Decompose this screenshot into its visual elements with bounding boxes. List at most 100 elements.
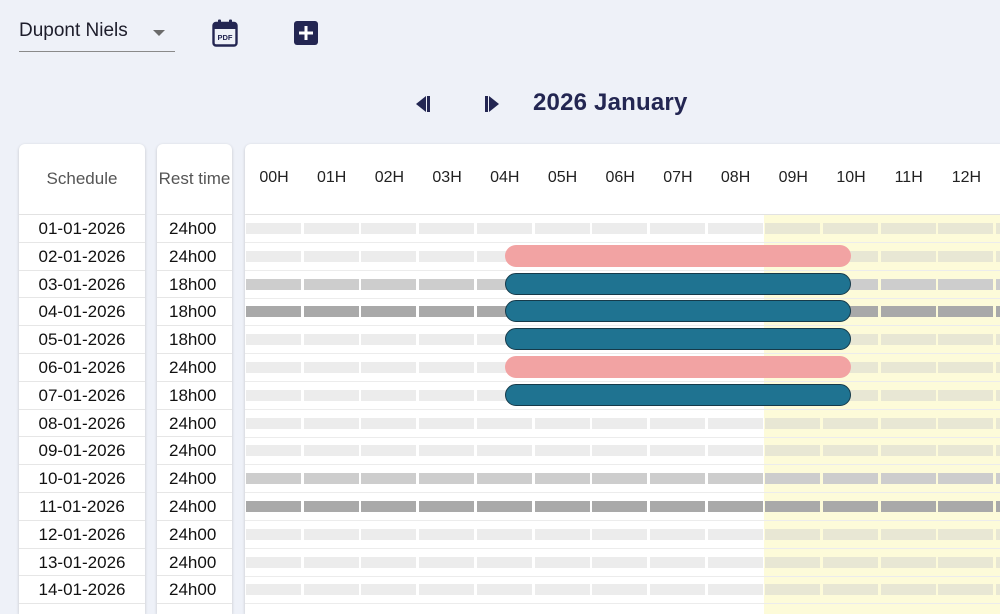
time-slot[interactable] [419, 501, 475, 512]
time-slot[interactable] [303, 278, 359, 290]
time-slot[interactable] [361, 417, 417, 429]
time-slot[interactable] [303, 473, 359, 485]
timeline-row[interactable] [245, 298, 1000, 327]
shift-bar[interactable] [505, 272, 851, 295]
time-slot[interactable] [938, 306, 994, 318]
time-slot[interactable] [592, 445, 648, 457]
time-slot[interactable] [938, 362, 994, 373]
previous-month-button[interactable] [410, 92, 434, 116]
time-slot[interactable] [534, 223, 590, 234]
schedule-date-cell[interactable]: 12-01-2026 [19, 521, 145, 549]
time-slot[interactable] [880, 556, 936, 568]
time-slot[interactable] [419, 556, 475, 568]
time-slot[interactable] [361, 334, 417, 346]
time-slot[interactable] [996, 362, 1000, 373]
time-slot[interactable] [649, 584, 705, 596]
timeline-row[interactable] [245, 243, 1000, 271]
timeline-row[interactable] [245, 521, 1000, 549]
time-slot[interactable] [880, 250, 936, 262]
time-slot[interactable] [303, 306, 359, 318]
time-slot[interactable] [996, 528, 1000, 540]
time-slot[interactable] [476, 528, 532, 540]
shift-bar[interactable] [505, 300, 851, 323]
time-slot[interactable] [592, 417, 648, 429]
time-slot[interactable] [419, 389, 475, 401]
time-slot[interactable] [419, 584, 475, 596]
timeline-row[interactable] [245, 382, 1000, 410]
time-slot[interactable] [938, 278, 994, 290]
time-slot[interactable] [246, 306, 301, 318]
time-slot[interactable] [996, 584, 1000, 596]
time-slot[interactable] [303, 417, 359, 429]
time-slot[interactable] [880, 306, 936, 318]
timeline-row[interactable] [245, 354, 1000, 382]
schedule-date-cell[interactable]: 03-01-2026 [19, 271, 145, 299]
add-button[interactable] [294, 21, 318, 45]
time-slot[interactable] [303, 556, 359, 568]
time-slot[interactable] [707, 473, 763, 485]
time-slot[interactable] [707, 417, 763, 429]
time-slot[interactable] [938, 528, 994, 540]
time-slot[interactable] [476, 278, 532, 290]
time-slot[interactable] [996, 389, 1000, 401]
time-slot[interactable] [938, 445, 994, 457]
time-slot[interactable] [707, 223, 763, 234]
time-slot[interactable] [419, 473, 475, 485]
time-slot[interactable] [419, 445, 475, 457]
time-slot[interactable] [246, 362, 301, 373]
time-slot[interactable] [592, 556, 648, 568]
time-slot[interactable] [649, 556, 705, 568]
time-slot[interactable] [246, 473, 301, 485]
time-slot[interactable] [476, 445, 532, 457]
time-slot[interactable] [765, 473, 821, 485]
shift-bar[interactable] [505, 383, 851, 406]
time-slot[interactable] [303, 584, 359, 596]
time-slot[interactable] [246, 278, 301, 290]
time-slot[interactable] [246, 584, 301, 596]
time-slot[interactable] [476, 362, 532, 373]
time-slot[interactable] [361, 584, 417, 596]
time-slot[interactable] [476, 556, 532, 568]
time-slot[interactable] [938, 334, 994, 346]
time-slot[interactable] [419, 278, 475, 290]
time-slot[interactable] [592, 584, 648, 596]
shift-bar[interactable] [505, 328, 851, 351]
time-slot[interactable] [938, 250, 994, 262]
time-slot[interactable] [361, 389, 417, 401]
time-slot[interactable] [765, 556, 821, 568]
time-slot[interactable] [361, 528, 417, 540]
time-slot[interactable] [880, 389, 936, 401]
time-slot[interactable] [246, 223, 301, 234]
time-slot[interactable] [361, 556, 417, 568]
schedule-date-cell[interactable]: 08-01-2026 [19, 410, 145, 438]
time-slot[interactable] [534, 445, 590, 457]
time-slot[interactable] [880, 584, 936, 596]
time-slot[interactable] [246, 389, 301, 401]
time-slot[interactable] [649, 445, 705, 457]
time-slot[interactable] [938, 223, 994, 234]
time-slot[interactable] [649, 223, 705, 234]
time-slot[interactable] [246, 556, 301, 568]
time-slot[interactable] [996, 278, 1000, 290]
schedule-date-cell[interactable]: 07-01-2026 [19, 382, 145, 410]
time-slot[interactable] [246, 417, 301, 429]
time-slot[interactable] [996, 250, 1000, 262]
time-slot[interactable] [938, 556, 994, 568]
time-slot[interactable] [996, 473, 1000, 485]
time-slot[interactable] [707, 528, 763, 540]
timeline-row[interactable] [245, 437, 1000, 466]
time-slot[interactable] [880, 501, 936, 512]
time-slot[interactable] [419, 528, 475, 540]
time-slot[interactable] [707, 445, 763, 457]
time-slot[interactable] [938, 389, 994, 401]
time-slot[interactable] [419, 417, 475, 429]
shift-bar[interactable] [505, 244, 851, 267]
time-slot[interactable] [938, 417, 994, 429]
time-slot[interactable] [765, 584, 821, 596]
schedule-date-cell[interactable]: 04-01-2026 [19, 298, 145, 327]
time-slot[interactable] [765, 417, 821, 429]
time-slot[interactable] [996, 223, 1000, 234]
time-slot[interactable] [823, 556, 878, 568]
time-slot[interactable] [823, 584, 878, 596]
time-slot[interactable] [303, 250, 359, 262]
